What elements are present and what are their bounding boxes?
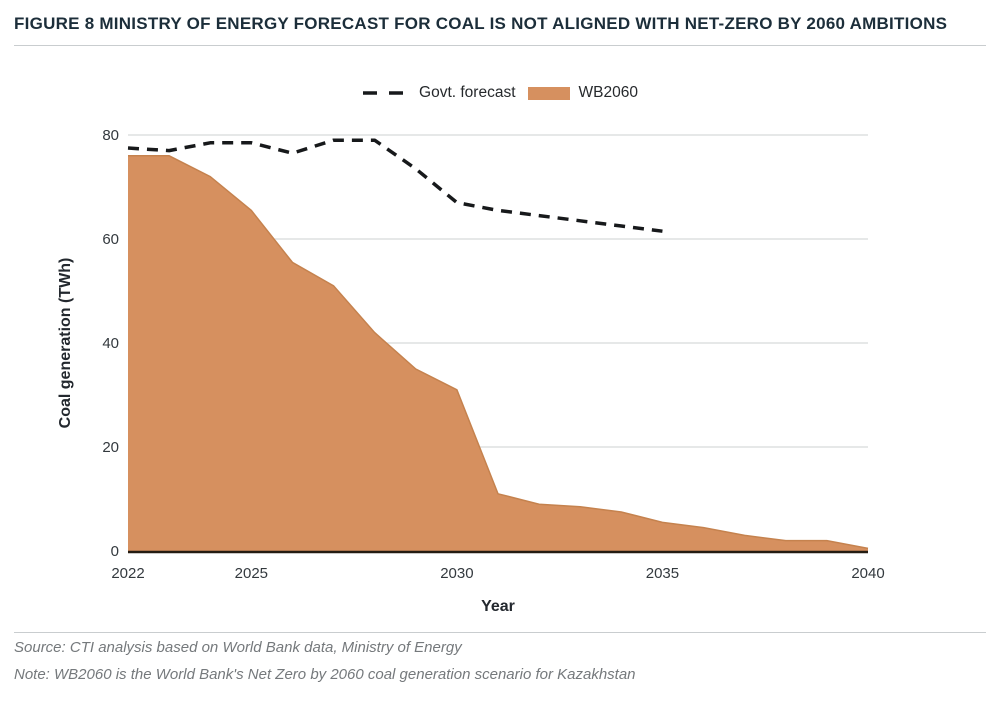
govt-forecast-line-series bbox=[127, 138, 663, 234]
figure-footer: Source: CTI analysis based on World Bank… bbox=[14, 637, 986, 686]
footer-divider bbox=[14, 632, 986, 634]
x-axis-title: Year bbox=[481, 598, 515, 615]
figure-title: FIGURE 8 MINISTRY OF ENERGY FORECAST FOR… bbox=[14, 14, 948, 33]
y-tick-label-80: 80 bbox=[102, 127, 119, 144]
x-tick-label-2022: 2022 bbox=[111, 565, 144, 582]
y-tick-label-0: 0 bbox=[111, 543, 119, 560]
title-divider bbox=[14, 45, 986, 47]
y-tick-label-60: 60 bbox=[102, 231, 119, 248]
scenario-note: Note: WB2060 is the World Bank's Net Zer… bbox=[14, 665, 636, 683]
wb2060-area-series bbox=[128, 155, 868, 552]
x-tick-label-2025: 2025 bbox=[235, 565, 268, 582]
x-tick-label-2035: 2035 bbox=[646, 565, 679, 582]
source-note: Source: CTI analysis based on World Bank… bbox=[14, 639, 462, 657]
y-tick-label-20: 20 bbox=[102, 439, 119, 456]
wb2060-area-edge bbox=[128, 155, 869, 550]
y-axis-title: Coal generation (TWh) bbox=[57, 258, 74, 429]
x-tick-label-2030: 2030 bbox=[440, 565, 473, 582]
y-tick-label-40: 40 bbox=[102, 335, 119, 352]
coal-generation-chart: Govt. forecast WB2060 0 20 40 60 80 2022 2025 2… bbox=[14, 48, 986, 623]
x-tick-label-2040: 2040 bbox=[851, 565, 884, 582]
